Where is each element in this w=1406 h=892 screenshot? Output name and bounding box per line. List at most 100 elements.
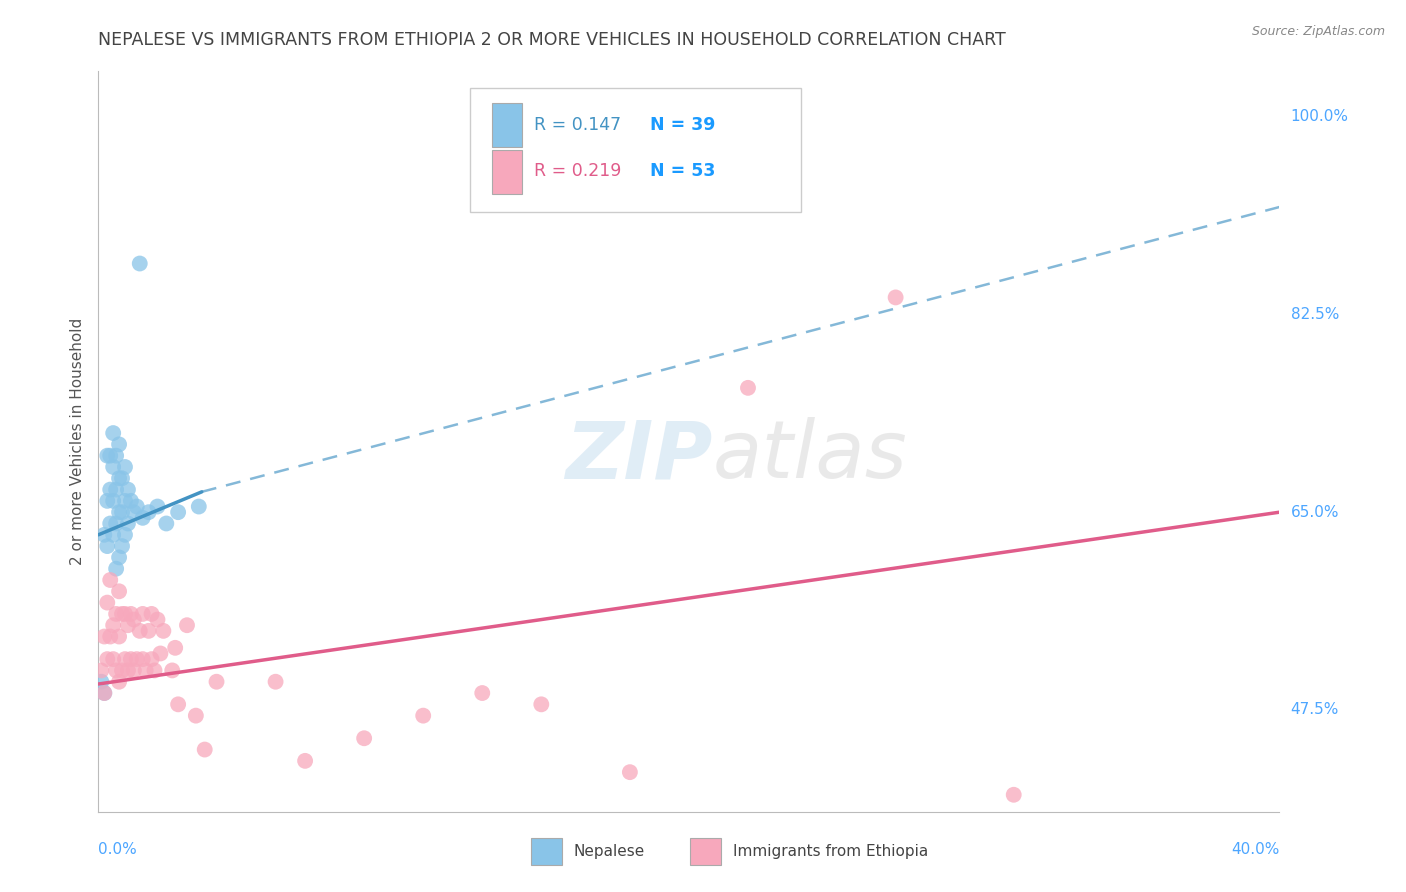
- Point: [128, 256, 150, 270]
- Point: [111, 607, 134, 621]
- Point: [114, 528, 136, 542]
- Point: [117, 664, 139, 678]
- Point: [117, 618, 139, 632]
- Point: [111, 539, 134, 553]
- Point: [96, 494, 118, 508]
- Text: 65.0%: 65.0%: [1291, 505, 1339, 520]
- Point: [128, 624, 150, 638]
- Point: [149, 647, 172, 661]
- Point: [108, 550, 131, 565]
- Text: atlas: atlas: [713, 417, 907, 495]
- Point: [114, 652, 136, 666]
- Point: [98, 516, 121, 531]
- Point: [111, 505, 134, 519]
- Point: [108, 584, 131, 599]
- Point: [132, 511, 155, 525]
- Point: [530, 698, 553, 712]
- Point: [103, 425, 125, 440]
- Point: [122, 664, 145, 678]
- Point: [108, 674, 131, 689]
- Text: 40.0%: 40.0%: [1232, 842, 1279, 857]
- Point: [412, 708, 434, 723]
- Point: [93, 686, 115, 700]
- Point: [184, 708, 207, 723]
- Point: [90, 664, 112, 678]
- Point: [194, 742, 217, 756]
- Point: [138, 624, 160, 638]
- Point: [96, 596, 118, 610]
- Point: [165, 640, 187, 655]
- Point: [105, 449, 128, 463]
- Point: [152, 624, 174, 638]
- Point: [108, 505, 131, 519]
- Point: [167, 505, 190, 519]
- FancyBboxPatch shape: [492, 150, 523, 194]
- Point: [155, 516, 177, 531]
- Point: [132, 652, 155, 666]
- Point: [93, 528, 115, 542]
- Point: [120, 652, 142, 666]
- Point: [103, 652, 125, 666]
- Point: [205, 674, 228, 689]
- Point: [122, 505, 145, 519]
- Point: [132, 607, 155, 621]
- Point: [167, 698, 190, 712]
- Point: [1002, 788, 1025, 802]
- Point: [117, 483, 139, 497]
- Point: [105, 483, 128, 497]
- Point: [105, 664, 128, 678]
- Point: [737, 381, 759, 395]
- Point: [108, 437, 131, 451]
- Point: [146, 613, 169, 627]
- Point: [135, 664, 157, 678]
- Text: Immigrants from Ethiopia: Immigrants from Ethiopia: [733, 844, 928, 859]
- Point: [103, 460, 125, 475]
- Point: [114, 460, 136, 475]
- Point: [125, 652, 148, 666]
- Point: [884, 290, 907, 304]
- Text: ZIP: ZIP: [565, 417, 713, 495]
- Point: [141, 607, 163, 621]
- Text: N = 53: N = 53: [650, 162, 716, 180]
- Point: [111, 471, 134, 485]
- Point: [187, 500, 209, 514]
- Point: [98, 630, 121, 644]
- Y-axis label: 2 or more Vehicles in Household: 2 or more Vehicles in Household: [69, 318, 84, 566]
- Point: [141, 652, 163, 666]
- Text: R = 0.219: R = 0.219: [534, 162, 621, 180]
- Text: 82.5%: 82.5%: [1291, 307, 1339, 322]
- Point: [143, 664, 166, 678]
- Point: [103, 618, 125, 632]
- Point: [93, 630, 115, 644]
- Text: 100.0%: 100.0%: [1291, 109, 1348, 124]
- Point: [125, 500, 148, 514]
- Point: [96, 652, 118, 666]
- Point: [120, 494, 142, 508]
- Point: [146, 500, 169, 514]
- Text: 47.5%: 47.5%: [1291, 703, 1339, 717]
- Point: [162, 664, 183, 678]
- Point: [96, 539, 118, 553]
- Point: [105, 516, 128, 531]
- Point: [294, 754, 316, 768]
- Point: [105, 607, 128, 621]
- Point: [120, 607, 142, 621]
- Text: Source: ZipAtlas.com: Source: ZipAtlas.com: [1251, 25, 1385, 38]
- Text: Nepalese: Nepalese: [574, 844, 645, 859]
- Point: [471, 686, 494, 700]
- Point: [103, 528, 125, 542]
- Point: [117, 516, 139, 531]
- Text: R = 0.147: R = 0.147: [534, 117, 621, 135]
- Point: [105, 562, 128, 576]
- Point: [108, 630, 131, 644]
- Text: N = 39: N = 39: [650, 117, 716, 135]
- Text: NEPALESE VS IMMIGRANTS FROM ETHIOPIA 2 OR MORE VEHICLES IN HOUSEHOLD CORRELATION: NEPALESE VS IMMIGRANTS FROM ETHIOPIA 2 O…: [98, 31, 1007, 49]
- Point: [98, 483, 121, 497]
- Point: [98, 573, 121, 587]
- FancyBboxPatch shape: [471, 87, 801, 212]
- Point: [103, 494, 125, 508]
- Point: [176, 618, 198, 632]
- Point: [114, 607, 136, 621]
- Point: [619, 765, 641, 780]
- Point: [114, 494, 136, 508]
